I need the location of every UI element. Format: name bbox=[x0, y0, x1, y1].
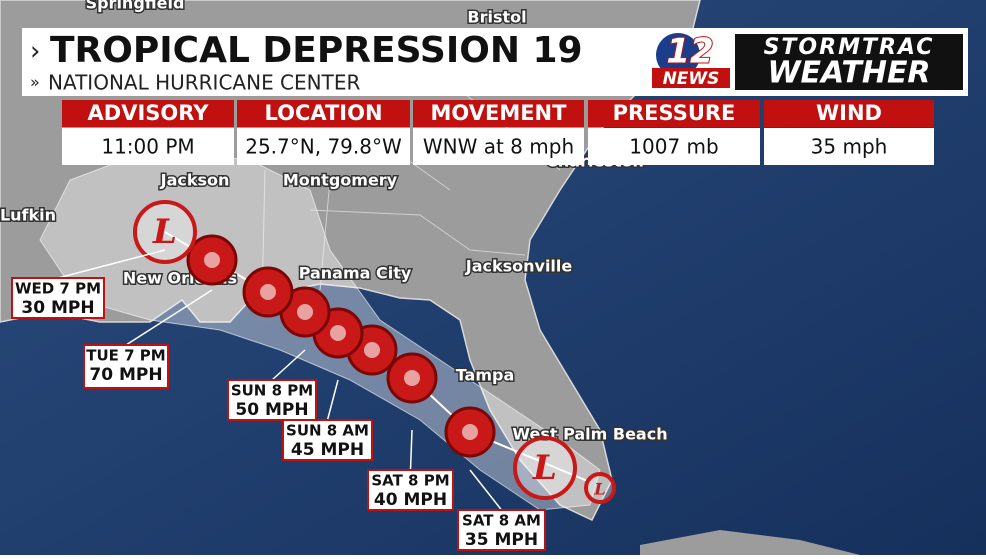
table-value-cell bbox=[62, 128, 234, 165]
forecast-time: SAT 8 PM bbox=[371, 472, 449, 490]
brand-top: STORMTRAC bbox=[764, 35, 935, 60]
forecast-time: WED 7 PM bbox=[15, 280, 101, 298]
forecast-time: SAT 8 AM bbox=[462, 512, 541, 530]
storm-eye bbox=[297, 304, 313, 320]
forecast-wind: 40 MPH bbox=[374, 490, 447, 510]
brand-bg bbox=[735, 34, 963, 90]
table-value: 35 mph bbox=[811, 135, 888, 159]
low-icon bbox=[133, 200, 197, 264]
logo-number: 12 bbox=[666, 32, 713, 72]
table-header-cell bbox=[588, 100, 760, 127]
brand-bottom: WEATHER bbox=[767, 56, 930, 91]
forecast-wind: 30 MPH bbox=[21, 298, 94, 318]
low-symbol: L bbox=[152, 212, 177, 252]
city-label: Jackson bbox=[160, 171, 230, 190]
forecast-time: SUN 8 PM bbox=[231, 382, 313, 400]
storm-eye bbox=[260, 284, 276, 300]
table-value: 11:00 PM bbox=[101, 135, 194, 159]
forecast-box bbox=[367, 469, 454, 511]
city-label: Springfield bbox=[86, 0, 185, 13]
forecast-time: TUE 7 PM bbox=[86, 347, 165, 365]
subtitle: NATIONAL HURRICANE CENTER bbox=[48, 71, 360, 95]
caribbean-island bbox=[640, 530, 860, 555]
table-header: PRESSURE bbox=[613, 101, 736, 125]
table-value: 1007 mb bbox=[629, 135, 718, 159]
low-icon bbox=[513, 436, 577, 500]
leader-line bbox=[326, 379, 339, 421]
table-header: ADVISORY bbox=[88, 101, 210, 125]
chevron: › bbox=[30, 37, 40, 67]
table-value: 25.7°N, 79.8°W bbox=[245, 135, 402, 159]
forecast-box bbox=[457, 509, 546, 551]
low-symbol: L bbox=[593, 480, 605, 499]
city-label: Lufkin bbox=[0, 206, 56, 225]
storm-eye bbox=[330, 325, 346, 341]
logo-news: NEWS bbox=[663, 69, 720, 89]
forecast-time: SUN 8 AM bbox=[286, 422, 369, 440]
storm-eye bbox=[364, 342, 380, 358]
table-header-cell bbox=[764, 100, 934, 127]
leader-line bbox=[57, 249, 166, 279]
forecast-wind: 45 MPH bbox=[291, 440, 364, 460]
storm-eye bbox=[204, 252, 220, 268]
logo-news-bg bbox=[652, 68, 730, 88]
forecast-box bbox=[227, 379, 317, 421]
table-header: WIND bbox=[816, 101, 882, 125]
city-label: Bristol bbox=[467, 8, 526, 27]
leader-line bbox=[409, 429, 413, 471]
forecast-wind: 70 MPH bbox=[89, 365, 162, 385]
table-value-cell bbox=[588, 128, 760, 165]
forecast-box bbox=[282, 419, 373, 461]
leader-line bbox=[469, 469, 503, 511]
storm-eye bbox=[462, 424, 478, 440]
city-label: Tampa bbox=[456, 366, 515, 385]
table-header-cell bbox=[237, 100, 410, 127]
city-label: Montgomery bbox=[283, 171, 398, 190]
leader-line bbox=[125, 289, 213, 346]
low-symbol: L bbox=[532, 448, 557, 488]
forecast-wind: 35 MPH bbox=[465, 530, 538, 550]
forecast-wind: 50 MPH bbox=[235, 400, 308, 420]
leader-line bbox=[271, 349, 306, 381]
table-value-cell bbox=[764, 128, 934, 165]
logo-circle bbox=[656, 33, 700, 77]
table-header-cell bbox=[62, 100, 234, 127]
low-icon bbox=[584, 472, 616, 504]
forecast-box bbox=[83, 344, 169, 389]
title: TROPICAL DEPRESSION 19 bbox=[50, 30, 583, 71]
table-header: MOVEMENT bbox=[431, 101, 568, 125]
city-label: Panama City bbox=[299, 264, 412, 283]
city-label: Jacksonville bbox=[465, 257, 573, 276]
storm-eye bbox=[404, 370, 420, 386]
forecast-box bbox=[11, 277, 105, 319]
table-value: WNW at 8 mph bbox=[423, 135, 574, 159]
table-value-cell bbox=[237, 128, 410, 165]
chevron: » bbox=[30, 73, 40, 92]
table-value-cell bbox=[413, 128, 584, 165]
table-header-cell bbox=[413, 100, 584, 127]
table-header: LOCATION bbox=[264, 101, 382, 125]
